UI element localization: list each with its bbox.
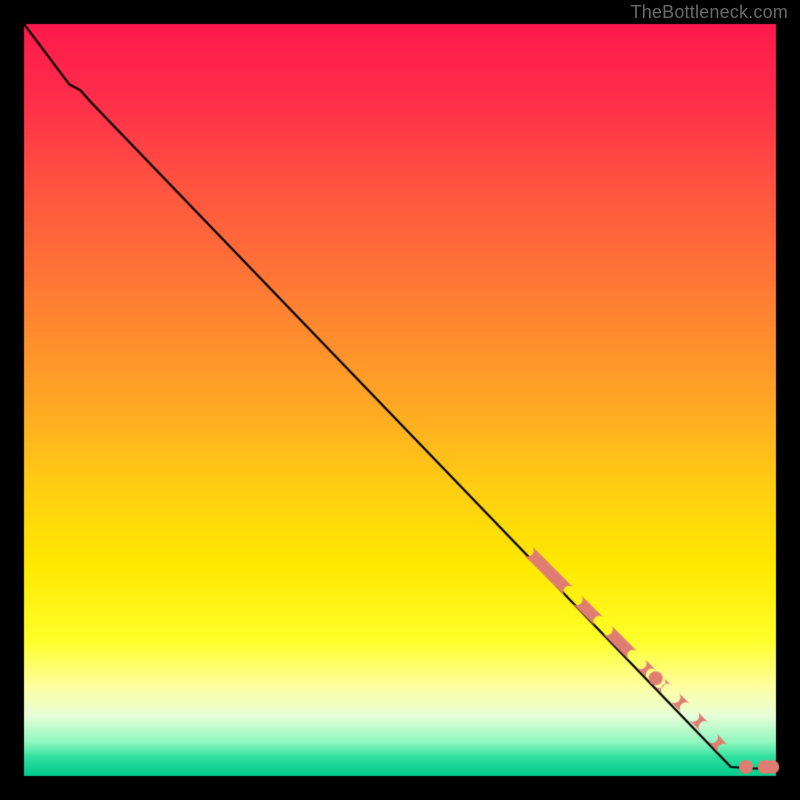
gradient-line-chart	[0, 0, 800, 800]
chart-container: TheBottleneck.com	[0, 0, 800, 800]
attribution-label: TheBottleneck.com	[631, 2, 788, 23]
